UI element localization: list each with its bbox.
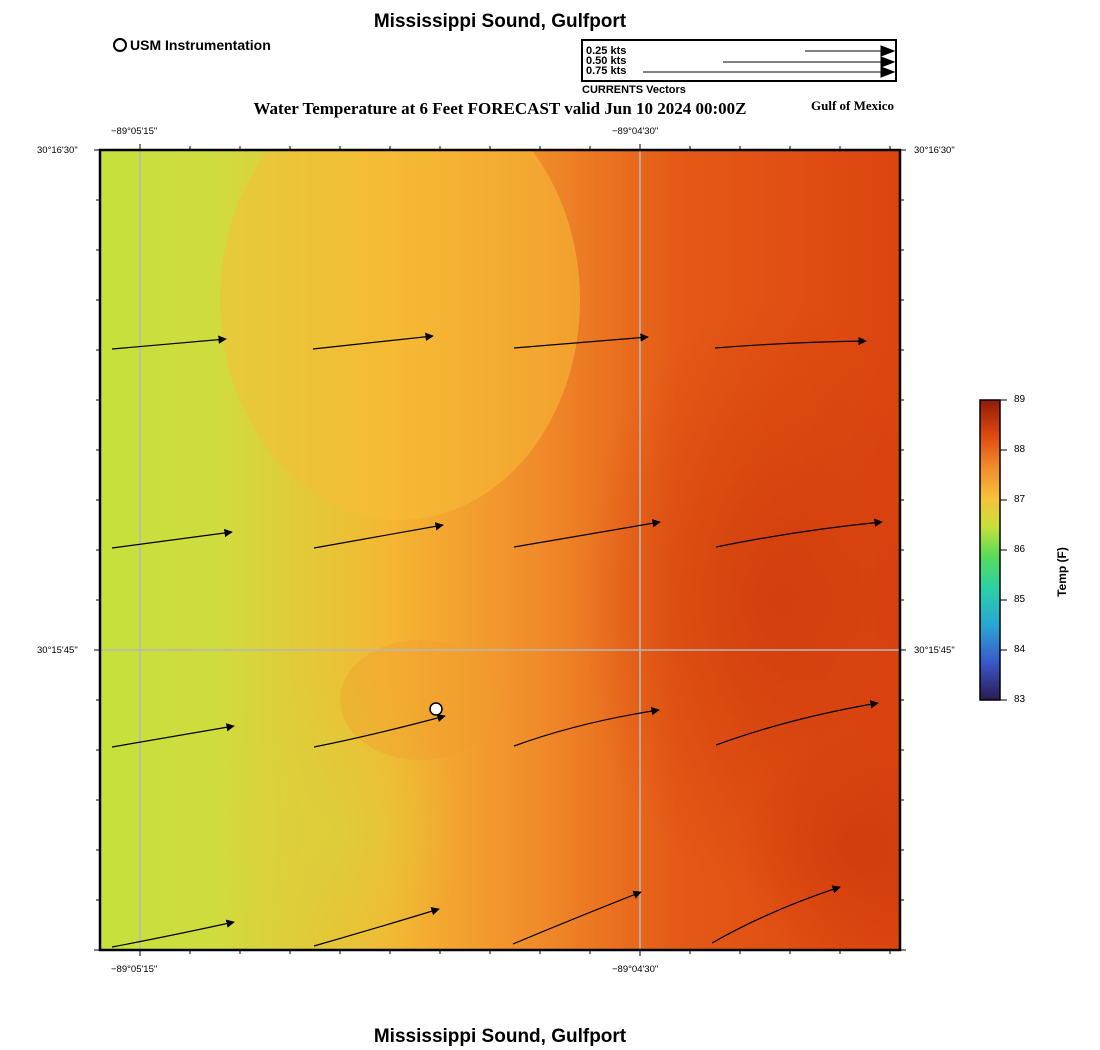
- colorbar-tick-89: 89: [1014, 394, 1026, 405]
- arrow-icon: [513, 519, 661, 548]
- arrow-icon: [512, 890, 642, 945]
- arrow-icon: [312, 332, 434, 350]
- arrow-icon: [715, 700, 879, 746]
- arrow-icon: [111, 919, 235, 948]
- bottom-lon-tick-1: −89°05'15": [111, 964, 158, 975]
- colorbar-tick-83: 83: [1014, 694, 1026, 705]
- open-circle-icon: [113, 38, 127, 52]
- right-lat-tick-1: 30°16'30": [914, 145, 955, 156]
- station-legend-label: USM Instrumentation: [130, 37, 271, 53]
- colorbar-tick-86: 86: [1014, 544, 1026, 555]
- arrow-icon: [714, 336, 867, 349]
- arrow-icon: [513, 333, 649, 349]
- usm-station-marker[interactable]: [429, 702, 443, 716]
- arrow-icon: [111, 335, 227, 350]
- vector-legend-label-3: 0.75 kts: [586, 65, 627, 77]
- frame-ticks: [94, 144, 906, 956]
- vector-legend-label-2: 0.50 kts: [586, 55, 627, 67]
- arrow-icon: [313, 522, 444, 549]
- station-legend: USM Instrumentation: [113, 37, 271, 53]
- arrow-icon: [715, 518, 883, 548]
- footer-title: Mississippi Sound, Gulfport: [373, 1026, 627, 1047]
- colorbar-tick-84: 84: [1014, 644, 1026, 655]
- top-lon-tick-1: −89°05'15": [111, 126, 158, 137]
- map-subtitle: Water Temperature at 6 Feet FORECAST val…: [253, 99, 747, 118]
- current-vectors: [111, 332, 883, 948]
- arrow-icon: [513, 706, 660, 747]
- arrow-icon: [313, 907, 440, 947]
- colorbar-title: Temp (F): [1055, 547, 1069, 597]
- colorbar-tick-87: 87: [1014, 494, 1026, 505]
- vector-legend-caption: CURRENTS Vectors: [582, 84, 686, 96]
- arrow-icon: [313, 713, 446, 748]
- vector-legend-arrows: [643, 45, 895, 78]
- vector-legend-label-1: 0.25 kts: [586, 45, 627, 57]
- colorbar: [979, 399, 1007, 701]
- vector-legend-box: 0.25 kts 0.50 kts 0.75 kts: [581, 39, 897, 82]
- colorbar-tick-88: 88: [1014, 444, 1026, 455]
- temperature-field: [100, 150, 900, 950]
- arrow-icon: [711, 885, 841, 944]
- left-lat-tick-1: 30°16'30": [37, 145, 78, 156]
- arrow-icon: [111, 528, 233, 549]
- region-label: Gulf of Mexico: [811, 98, 895, 113]
- left-lat-tick-2: 30°15'45": [37, 645, 78, 656]
- arrow-icon: [111, 723, 235, 748]
- bottom-lon-tick-2: −89°04'30": [612, 964, 659, 975]
- graticule: [100, 150, 900, 950]
- colorbar-tick-85: 85: [1014, 594, 1026, 605]
- map-title: Mississippi Sound, Gulfport: [373, 11, 627, 32]
- right-lat-tick-2: 30°15'45": [914, 645, 955, 656]
- top-lon-tick-2: −89°04'30": [612, 126, 659, 137]
